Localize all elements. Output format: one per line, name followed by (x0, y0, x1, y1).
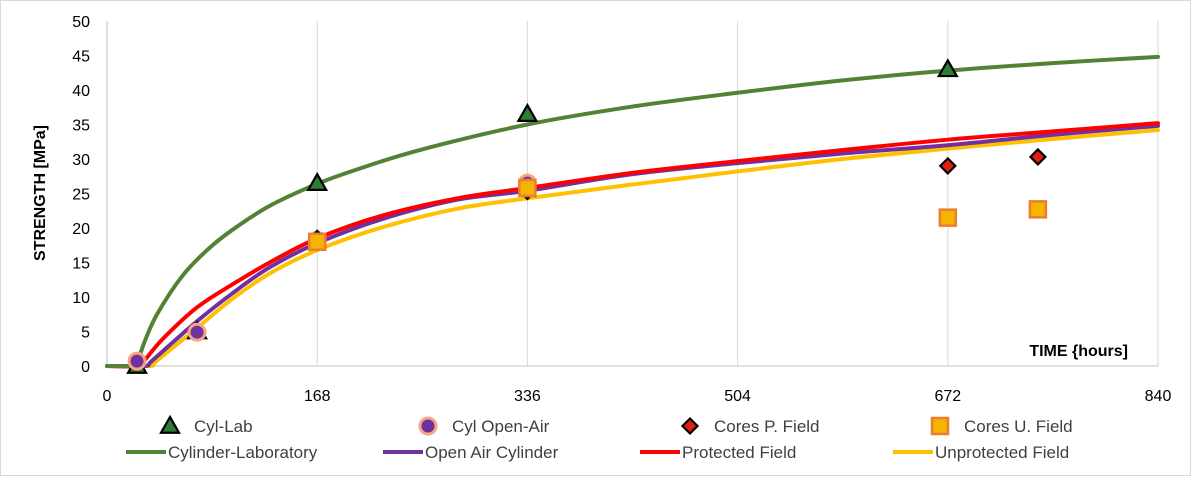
legend-label-cyl-open-air: Cyl Open-Air (452, 417, 550, 436)
point-cores-u-field (1028, 200, 1048, 219)
y-axis-title: STRENGTH [MPa] (32, 125, 49, 261)
point-cyl-open-air (127, 351, 147, 371)
legend-marker-cyl-open-air (418, 416, 438, 436)
legend-item-cyl-open-air: Cyl Open-Air (418, 416, 550, 436)
y-tick-label: 10 (72, 290, 90, 307)
legend-label-open-air-cylinder: Open Air Cylinder (425, 443, 559, 462)
legend-label-unprotected-field: Unprotected Field (935, 443, 1069, 462)
legend-item-cores-u-field: Cores U. Field (930, 416, 1073, 436)
y-tick-label: 5 (81, 325, 90, 342)
x-tick-label: 168 (304, 388, 331, 405)
marker-layer (126, 58, 1048, 374)
point-cyl-lab (936, 58, 959, 78)
legend-marker-cores-u-field (930, 416, 950, 436)
y-tick-label: 30 (72, 152, 90, 169)
point-cyl-lab (306, 171, 329, 191)
x-tick-label: 336 (514, 388, 541, 405)
axis-layer: 0 5 10 15 20 25 30 35 40 45 50 0 168 336 504 672 840 (72, 14, 1171, 405)
legend-item-protected-field: Protected Field (640, 443, 796, 462)
legend: Cyl-Lab Cyl Open-Air Cores P. Field Cores U… (126, 414, 1073, 462)
point-cores-u-field (518, 178, 537, 198)
grid-layer (316, 21, 1159, 366)
legend-label-cores-p-field: Cores P. Field (714, 417, 820, 436)
legend-label-cores-u-field: Cores U. Field (964, 417, 1073, 436)
x-tick-label: 0 (103, 388, 112, 405)
legend-marker-cores-p-field (680, 416, 700, 436)
legend-item-open-air-cylinder: Open Air Cylinder (383, 443, 559, 462)
curve-layer (105, 54, 1160, 369)
legend-item-unprotected-field: Unprotected Field (893, 443, 1069, 462)
curve-cylinder-laboratory (105, 54, 1160, 369)
legend-item-cores-p-field: Cores P. Field (680, 416, 820, 436)
legend-label-protected-field: Protected Field (682, 443, 796, 462)
y-tick-label: 45 (72, 49, 90, 66)
point-cores-p-field (1028, 147, 1047, 166)
x-tick-label: 840 (1145, 388, 1172, 405)
point-cyl-open-air (187, 322, 207, 342)
y-tick-label: 25 (72, 187, 90, 204)
legend-label-cyl-lab: Cyl-Lab (194, 417, 253, 436)
y-tick-label: 20 (72, 221, 90, 238)
legend-item-cyl-lab: Cyl-Lab (159, 414, 253, 436)
y-tick-label: 40 (72, 83, 90, 100)
point-cores-u-field (307, 232, 327, 252)
y-tick-label: 35 (72, 118, 90, 135)
legend-label-cylinder-laboratory: Cylinder-Laboratory (168, 443, 318, 462)
point-cores-u-field (938, 208, 958, 227)
legend-marker-cyl-lab (159, 414, 181, 434)
x-tick-label: 504 (724, 388, 751, 405)
y-tick-label: 15 (72, 256, 90, 273)
x-axis-title: TIME {hours] (1029, 343, 1128, 360)
legend-item-cylinder-laboratory: Cylinder-Laboratory (126, 443, 318, 462)
y-tick-label: 50 (72, 14, 90, 31)
x-tick-label: 672 (934, 388, 961, 405)
curve-protected-field (105, 121, 1160, 369)
curve-unprotected-field (105, 128, 1160, 369)
point-cyl-lab (516, 102, 539, 123)
point-cores-p-field (938, 156, 957, 175)
y-tick-label: 0 (81, 359, 90, 376)
